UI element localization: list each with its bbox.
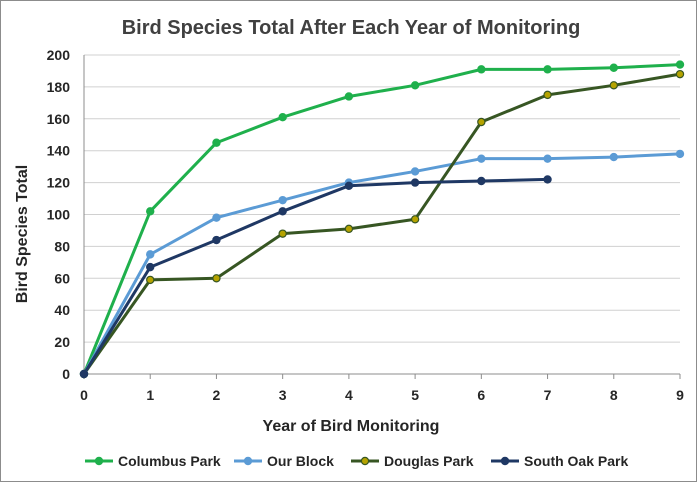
x-tick-label-7: 7 bbox=[544, 387, 552, 403]
series-line-our-block bbox=[82, 152, 682, 376]
legend-label-south-oak-park: South Oak Park bbox=[524, 453, 628, 469]
x-tick-label-5: 5 bbox=[411, 387, 419, 403]
y-tick-label-0: 0 bbox=[62, 366, 70, 382]
y-tick-label-120: 120 bbox=[47, 175, 71, 191]
y-tick-label-100: 100 bbox=[47, 207, 71, 223]
data-point-douglas-park-5 bbox=[410, 215, 420, 224]
data-point-columbus-park-5 bbox=[410, 81, 420, 90]
x-tick-label-0: 0 bbox=[80, 387, 88, 403]
data-point-south-oak-park-7 bbox=[543, 175, 552, 184]
axes bbox=[83, 55, 681, 379]
x-tick-label-9: 9 bbox=[676, 387, 684, 403]
gridlines bbox=[84, 54, 680, 343]
chart-title: Bird Species Total After Each Year of Mo… bbox=[122, 17, 581, 39]
y-tick-label-40: 40 bbox=[54, 302, 70, 318]
data-point-our-block-8 bbox=[609, 152, 618, 162]
series-line-douglas-park bbox=[82, 72, 682, 376]
data-point-south-oak-park-5 bbox=[410, 178, 420, 187]
data-point-douglas-park-8 bbox=[609, 81, 618, 90]
data-point-south-oak-park-3 bbox=[278, 207, 287, 216]
data-point-south-oak-park-1 bbox=[146, 262, 155, 272]
data-point-columbus-park-3 bbox=[278, 113, 287, 122]
data-point-south-oak-park-2 bbox=[212, 235, 221, 245]
data-point-douglas-park-9 bbox=[675, 69, 685, 79]
data-point-our-block-5 bbox=[410, 167, 420, 176]
y-axis-label: Bird Species Total bbox=[14, 165, 31, 303]
legend-label-our-block: Our Block bbox=[267, 453, 334, 469]
x-tick-label-3: 3 bbox=[279, 387, 287, 403]
legend-marker-our-block bbox=[243, 456, 253, 466]
data-point-our-block-3 bbox=[278, 195, 287, 205]
legend-label-douglas-park: Douglas Park bbox=[384, 453, 474, 469]
y-tick-label-80: 80 bbox=[54, 238, 70, 254]
x-tick-label-6: 6 bbox=[477, 387, 485, 403]
legend-marker-south-oak-park bbox=[500, 456, 510, 466]
y-tick-label-160: 160 bbox=[47, 111, 71, 127]
y-tick-label-20: 20 bbox=[54, 334, 70, 350]
data-point-columbus-park-4 bbox=[344, 92, 354, 101]
data-point-douglas-park-3 bbox=[278, 229, 287, 238]
x-axis-label: Year of Bird Monitoring bbox=[263, 418, 440, 435]
y-tick-label-180: 180 bbox=[47, 79, 71, 95]
data-point-our-block-9 bbox=[675, 149, 685, 159]
series-line-columbus-park bbox=[82, 63, 682, 376]
legend-label-columbus-park: Columbus Park bbox=[118, 453, 221, 469]
data-point-douglas-park-7 bbox=[543, 90, 552, 100]
y-tick-label-60: 60 bbox=[54, 270, 70, 286]
data-point-south-oak-park-0 bbox=[79, 369, 89, 379]
data-point-our-block-1 bbox=[146, 250, 155, 259]
x-tick-label-4: 4 bbox=[345, 387, 353, 403]
data-point-columbus-park-1 bbox=[146, 207, 155, 216]
data-point-our-block-6 bbox=[477, 154, 486, 163]
y-tick-label-140: 140 bbox=[47, 143, 71, 159]
data-point-south-oak-park-4 bbox=[344, 181, 354, 190]
data-point-our-block-7 bbox=[543, 154, 552, 163]
data-point-our-block-2 bbox=[212, 213, 221, 222]
y-tick-labels: 0 20 40 60 80 100 120 140 160 180 200 bbox=[47, 47, 71, 382]
data-point-douglas-park-2 bbox=[212, 274, 221, 283]
series-line-south-oak-park bbox=[82, 177, 550, 376]
x-tick-labels: 0 1 2 3 4 5 6 7 8 9 bbox=[80, 387, 684, 403]
x-tick-label-8: 8 bbox=[610, 387, 618, 403]
x-tick-label-2: 2 bbox=[213, 387, 221, 403]
data-point-columbus-park-2 bbox=[212, 138, 221, 147]
series-group bbox=[79, 60, 685, 379]
data-point-columbus-park-6 bbox=[477, 65, 486, 74]
data-point-douglas-park-6 bbox=[477, 117, 486, 127]
data-point-douglas-park-4 bbox=[344, 224, 354, 234]
data-point-south-oak-park-6 bbox=[477, 176, 486, 186]
data-point-columbus-park-7 bbox=[543, 65, 552, 74]
x-tick-label-1: 1 bbox=[146, 387, 154, 403]
data-point-douglas-park-1 bbox=[146, 275, 155, 285]
data-point-columbus-park-9 bbox=[675, 60, 685, 69]
data-point-columbus-park-8 bbox=[609, 63, 618, 72]
legend: Columbus Park Our Block Douglas Park South … bbox=[85, 453, 628, 469]
y-tick-label-200: 200 bbox=[47, 47, 71, 63]
legend-marker-columbus-park bbox=[94, 456, 104, 466]
legend-marker-douglas-park bbox=[360, 456, 370, 466]
